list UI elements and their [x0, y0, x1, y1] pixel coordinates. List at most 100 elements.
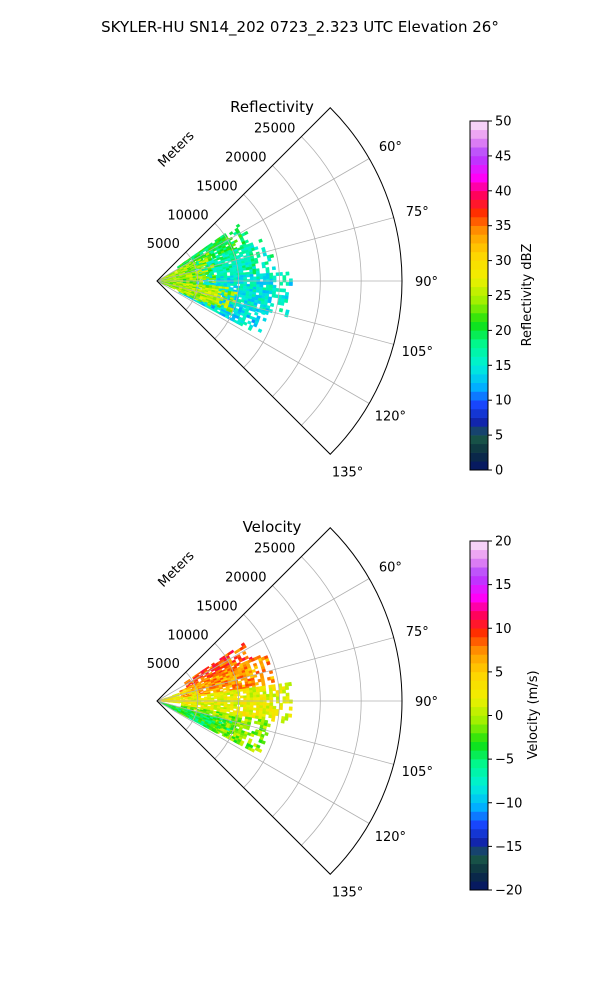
field-cell — [262, 252, 268, 257]
colorbar-segment — [470, 541, 488, 551]
field-cell — [285, 271, 290, 276]
azimuth-tick-label: 90° — [415, 275, 438, 290]
field-cell — [233, 697, 238, 701]
field-cell — [226, 277, 231, 281]
field-cell — [272, 275, 277, 280]
field-cell — [246, 697, 251, 701]
field-cell — [249, 697, 254, 701]
azimuth-spoke — [156, 280, 370, 404]
colorbar-segment — [470, 129, 488, 139]
colorbar-segment — [470, 776, 488, 786]
colorbar-tick-label: 35 — [495, 219, 512, 234]
colorbar-segment — [470, 610, 488, 620]
field-cell — [258, 238, 263, 243]
field-cell — [266, 702, 270, 707]
colorbar-segment — [470, 435, 488, 445]
field-cell — [266, 723, 271, 728]
colorbar-segment — [470, 671, 488, 681]
field-cell — [221, 289, 226, 293]
colorbar-segment — [470, 785, 488, 795]
field-cell — [280, 719, 285, 724]
field-cell — [242, 267, 247, 271]
field-cell — [231, 242, 237, 247]
field-cell — [267, 257, 272, 262]
field-cell — [285, 692, 290, 697]
field-cell — [205, 252, 210, 257]
field-cell — [288, 713, 293, 718]
field-cell — [265, 267, 270, 271]
colorbar-segment — [470, 382, 488, 392]
field-cell — [217, 290, 222, 294]
field-cell — [263, 278, 267, 283]
field-cell — [171, 287, 176, 290]
field-cell — [199, 277, 203, 280]
field-cell — [252, 707, 257, 711]
field-cell — [250, 733, 255, 738]
field-cell — [257, 748, 263, 753]
field-cell — [278, 307, 284, 313]
colorbar-segment — [470, 138, 488, 148]
colorbar-segment — [470, 584, 488, 594]
velocity-range-label: Meters — [156, 548, 198, 590]
field-cell — [262, 708, 267, 712]
field-cell — [238, 742, 244, 747]
field-cell — [186, 292, 191, 296]
colorbar-segment — [470, 602, 488, 612]
colorbar-tick-label: 0 — [495, 464, 503, 479]
velocity-panel: Velocity 5000 10000 15000 20000 25000 60° 75° 9… — [147, 518, 541, 901]
range-tick-label: 15000 — [196, 599, 237, 614]
field-cell — [239, 695, 244, 699]
range-tick-label: 5000 — [147, 237, 180, 252]
field-cell — [202, 278, 207, 281]
field-cell — [243, 700, 248, 703]
field-cell — [242, 644, 247, 650]
colorbar-segment — [470, 619, 488, 629]
field-cell — [289, 699, 293, 704]
field-cell — [288, 706, 293, 711]
field-cell — [254, 681, 259, 686]
field-cell — [284, 685, 290, 691]
field-cell — [220, 276, 225, 279]
colorbar-segment — [470, 269, 488, 279]
field-cell — [284, 298, 289, 304]
field-cell — [254, 246, 259, 251]
field-cell — [162, 283, 167, 286]
field-cell — [266, 281, 270, 286]
field-cell — [268, 684, 273, 689]
colorbar-tick-label: 10 — [495, 622, 512, 637]
colorbar-segment — [470, 881, 488, 891]
field-cell — [249, 279, 254, 282]
field-cell — [282, 278, 287, 283]
field-cell — [186, 702, 190, 705]
field-cell — [243, 276, 248, 280]
colorbar-segment — [470, 794, 488, 804]
field-cell — [187, 689, 192, 692]
field-cell — [213, 697, 218, 700]
range-tick-label: 25000 — [254, 542, 295, 557]
field-cell — [256, 699, 261, 704]
field-cell — [261, 310, 266, 316]
azimuth-spoke — [156, 217, 394, 282]
azimuth-tick-label: 75° — [406, 625, 429, 640]
field-cell — [269, 253, 275, 259]
field-cell — [233, 281, 238, 285]
colorbar-segment — [470, 549, 488, 559]
field-cell — [281, 686, 286, 691]
field-cell — [266, 278, 270, 283]
field-cell — [189, 702, 194, 704]
colorbar-segment — [470, 295, 488, 305]
field-cell — [246, 692, 251, 696]
azimuth-tick-label: 75° — [406, 205, 429, 220]
colorbar-segment — [470, 365, 488, 375]
field-cell — [269, 696, 274, 701]
field-cell — [269, 702, 274, 707]
field-cell — [210, 302, 215, 306]
field-cell — [223, 277, 228, 280]
azimuth-tick-label: 135° — [332, 466, 363, 481]
field-cell — [262, 696, 267, 701]
field-cell — [275, 693, 280, 698]
field-cell — [270, 717, 276, 722]
field-cell — [258, 688, 264, 693]
colorbar-segment — [470, 759, 488, 769]
colorbar-segment — [470, 732, 488, 742]
